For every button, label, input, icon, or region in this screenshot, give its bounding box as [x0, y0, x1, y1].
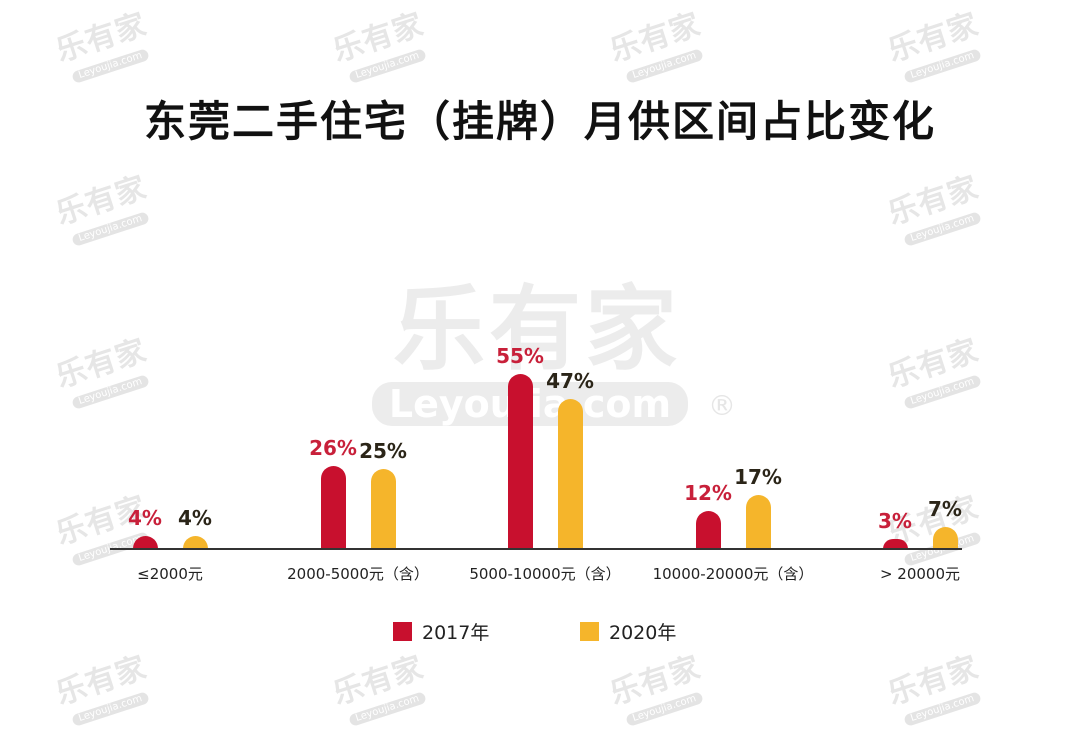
data-label: 4%	[178, 506, 212, 531]
bar-2020-4	[933, 526, 958, 549]
data-label: 12%	[684, 480, 732, 505]
bar-2017-4	[883, 539, 908, 549]
bar-2020-2	[558, 399, 583, 549]
chart-title: 东莞二手住宅（挂牌）月供区间占比变化	[143, 97, 936, 146]
data-label: 47%	[546, 369, 594, 394]
bar-2020-1	[371, 469, 396, 549]
bar-2017-3	[696, 510, 721, 549]
data-label: 55%	[496, 344, 544, 368]
x-tick-label: ≤2000元	[137, 565, 203, 583]
legend-item-2017: 2017年	[393, 618, 489, 645]
data-label: 4%	[128, 506, 162, 531]
x-tick-label: 10000-20000元（含）	[652, 565, 814, 583]
x-axis-line	[110, 548, 962, 550]
legend-item-2020: 2020年	[580, 618, 676, 645]
legend-swatch-red	[393, 622, 412, 641]
data-label: 3%	[878, 509, 912, 533]
legend-swatch-yellow	[580, 622, 599, 641]
bar-2017-1	[321, 466, 346, 549]
x-tick-label: 5000-10000元（含）	[469, 565, 621, 583]
bar-2020-3	[746, 494, 771, 549]
x-tick-label: > 20000元	[879, 565, 961, 583]
legend-label: 2020年	[609, 622, 677, 644]
legend-label: 2017年	[422, 622, 490, 644]
bar-2020-0	[183, 536, 208, 549]
data-label: 7%	[928, 496, 962, 521]
bar-2017-0	[133, 536, 158, 549]
data-label: 17%	[734, 464, 782, 489]
data-label: 26%	[309, 436, 357, 461]
bar-2017-2	[508, 374, 533, 549]
x-tick-label: 2000-5000元（含）	[287, 565, 429, 583]
data-label: 25%	[359, 439, 407, 464]
